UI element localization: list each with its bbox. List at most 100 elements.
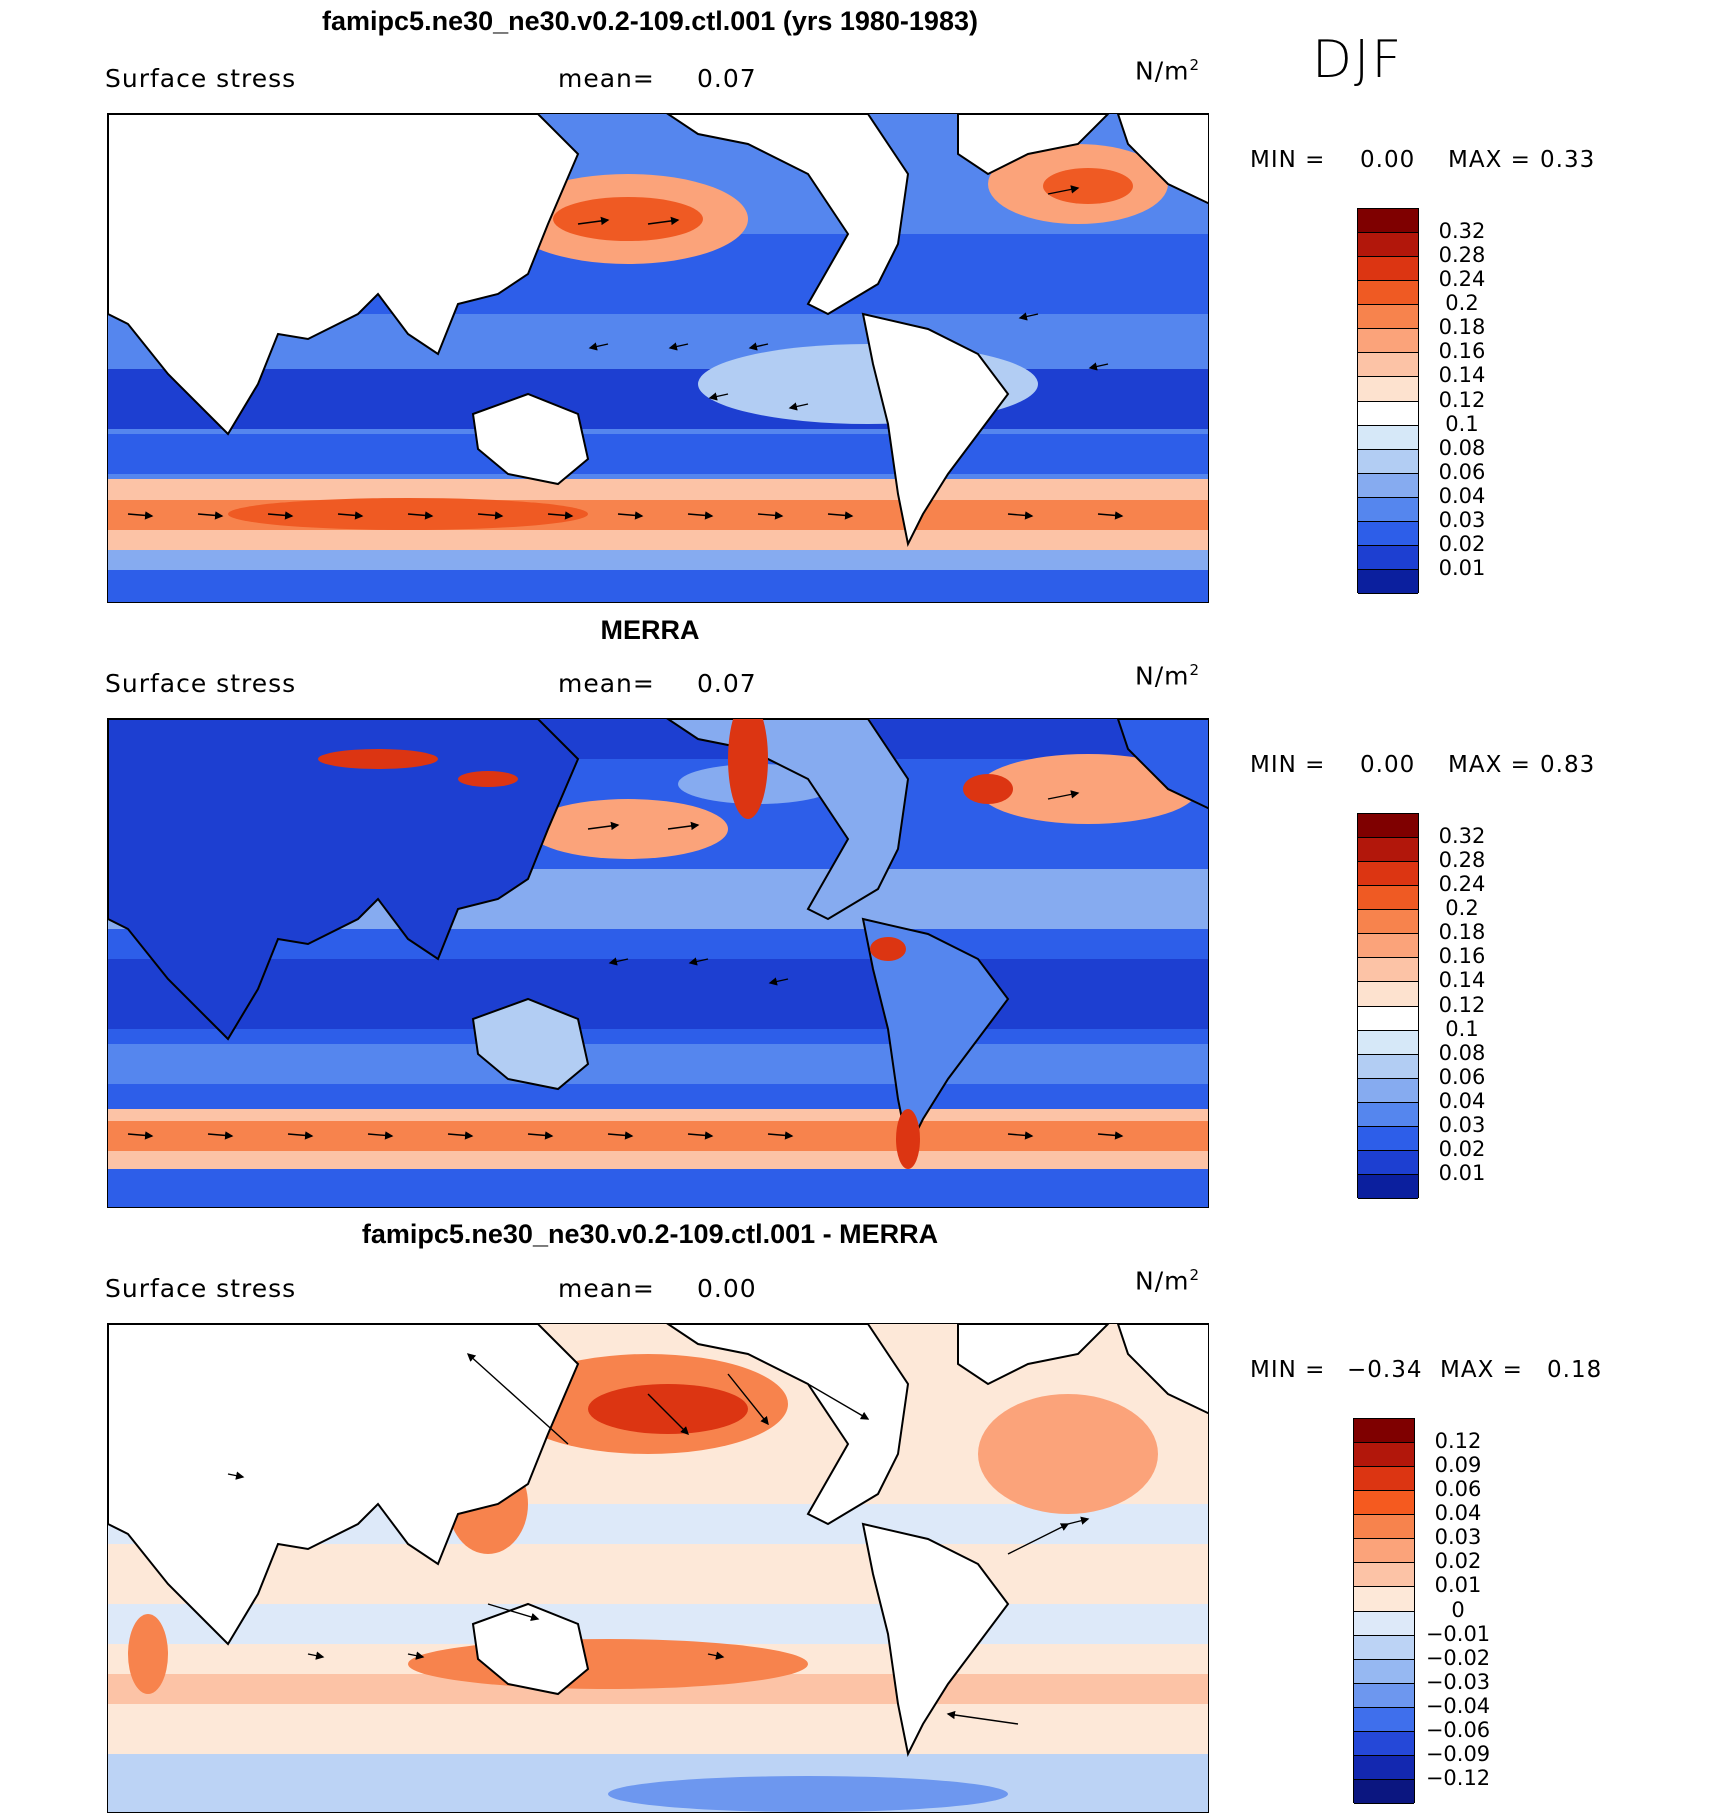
colorbar-tick-label: 0.18 [1438,920,1486,945]
panel-3-units: N/m2 [1135,1266,1201,1296]
panel-3-map-field [108,1324,1208,1812]
panel-1-map [107,113,1209,603]
colorbar-swatch [1354,1635,1414,1660]
colorbar-swatch [1358,958,1418,983]
colorbar-swatch [1358,545,1418,570]
panel-3-min-label: MIN = [1250,1357,1326,1383]
panel-3-variable-label: Surface stress [105,1274,297,1303]
colorbar-tick-label: 0.04 [1438,483,1486,508]
colorbar-tick-label: 0.12 [1434,1429,1482,1454]
colorbar-tick-label: 0.06 [1438,1064,1486,1089]
colorbar-swatch [1358,910,1418,935]
panel-2-mean-value: 0.07 [697,669,757,698]
colorbar-swatch [1358,377,1418,402]
colorbar-swatch [1354,1731,1414,1756]
colorbar-tick-label: 0.02 [1438,531,1486,556]
colorbar-tick-label: 0.03 [1438,507,1486,532]
colorbar-swatch [1354,1467,1414,1492]
colorbar-swatch [1358,569,1418,594]
panel-2-map [107,718,1209,1208]
colorbar-swatch [1358,233,1418,258]
colorbar-tick-label: 0.12 [1438,992,1486,1017]
colorbar-swatch [1358,1126,1418,1151]
colorbar-tick-label: 0.01 [1438,555,1486,580]
colorbar-swatch [1358,886,1418,911]
panel-2-max-value: 0.83 [1540,752,1596,778]
colorbar-tick-label: −0.09 [1425,1741,1491,1766]
colorbar-swatch [1358,353,1418,378]
colorbar-swatch [1358,1102,1418,1127]
colorbar-tick-label: 0.2 [1445,896,1479,921]
colorbar-swatch [1354,1563,1414,1588]
colorbar-swatch [1358,281,1418,306]
colorbar-swatch [1354,1587,1414,1612]
colorbar-swatch [1358,521,1418,546]
colorbar-swatch [1354,1515,1414,1540]
colorbar-swatch [1354,1419,1414,1444]
colorbar-swatch [1354,1779,1414,1804]
panel-1-max-label: MAX = [1448,147,1531,173]
panel-2-mean-label: mean= [558,669,655,698]
colorbar-swatch [1358,1078,1418,1103]
colorbar-tick-label: −0.06 [1425,1717,1491,1742]
colorbar-tick-label: −0.03 [1425,1669,1491,1694]
colorbar-swatch [1358,425,1418,450]
colorbar-swatch [1354,1755,1414,1780]
panel-1-mean-label: mean= [558,64,655,93]
colorbar-swatch [1358,1150,1418,1175]
colorbar-tick-label: 0.01 [1438,1160,1486,1185]
colorbar-swatch [1358,862,1418,887]
colorbar-tick-label: 0.16 [1438,944,1486,969]
colorbar-swatch [1354,1539,1414,1564]
panel-2-variable-label: Surface stress [105,669,297,698]
panel-2-map-field [108,719,1208,1207]
panel-3-colorbar [1353,1418,1415,1804]
panel-2-colorbar [1357,813,1419,1199]
colorbar-tick-label: 0.24 [1438,872,1486,897]
panel-3-max-label: MAX = [1440,1357,1523,1383]
colorbar-swatch [1358,401,1418,426]
panel-3-map [107,1323,1209,1813]
colorbar-swatch [1358,1030,1418,1055]
colorbar-tick-label: 0.01 [1434,1573,1482,1598]
colorbar-tick-label: 0.04 [1438,1088,1486,1113]
colorbar-swatch [1354,1491,1414,1516]
colorbar-tick-label: 0.03 [1438,1112,1486,1137]
colorbar-swatch [1354,1443,1414,1468]
colorbar-swatch [1358,934,1418,959]
colorbar-tick-label: 0 [1451,1597,1465,1622]
colorbar-tick-label: 0.08 [1438,435,1486,460]
colorbar-tick-label: 0.32 [1438,219,1486,244]
colorbar-tick-label: 0.14 [1438,968,1486,993]
colorbar-swatch [1358,449,1418,474]
panel-1-min-label: MIN = [1250,147,1326,173]
colorbar-tick-label: 0.06 [1438,459,1486,484]
panel-2-max-label: MAX = [1448,752,1531,778]
colorbar-tick-label: −0.04 [1425,1693,1491,1718]
colorbar-tick-label: 0.1 [1445,1016,1479,1041]
colorbar-swatch [1358,497,1418,522]
panel-1-colorbar [1357,208,1419,594]
colorbar-tick-label: 0.16 [1438,339,1486,364]
colorbar-tick-label: 0.14 [1438,363,1486,388]
panel-1-max-value: 0.33 [1540,147,1596,173]
colorbar-tick-label: −0.02 [1425,1645,1491,1670]
colorbar-swatch [1354,1659,1414,1684]
colorbar-swatch [1358,1174,1418,1199]
colorbar-tick-label: −0.12 [1425,1765,1491,1790]
colorbar-swatch [1358,209,1418,234]
colorbar-tick-label: 0.08 [1438,1040,1486,1065]
colorbar-swatch [1358,1054,1418,1079]
colorbar-swatch [1354,1707,1414,1732]
panel-3-mean-value: 0.00 [697,1274,757,1303]
colorbar-tick-label: −0.01 [1425,1621,1491,1646]
colorbar-swatch [1358,329,1418,354]
panel-1-variable-label: Surface stress [105,64,297,93]
colorbar-tick-label: 0.12 [1438,387,1486,412]
panel-2-min-value: 0.00 [1360,752,1416,778]
panel-2-title: MERRA [600,615,700,645]
colorbar-swatch [1358,473,1418,498]
panel-1-mean-value: 0.07 [697,64,757,93]
colorbar-tick-label: 0.1 [1445,411,1479,436]
panel-1-title: famipc5.ne30_ne30.v0.2-109.ctl.001 (yrs … [322,6,978,36]
